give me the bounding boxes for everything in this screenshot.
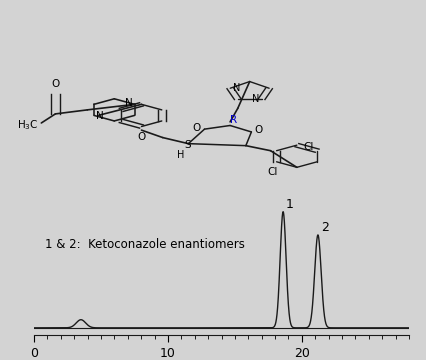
Text: R: R [230, 115, 237, 125]
Text: S: S [184, 140, 191, 150]
Text: N: N [125, 98, 133, 108]
Text: 1: 1 [285, 198, 294, 211]
Text: O: O [138, 132, 146, 142]
Text: 1 & 2:  Ketoconazole enantiomers: 1 & 2: Ketoconazole enantiomers [45, 238, 245, 251]
Text: O: O [193, 122, 201, 132]
Text: N: N [96, 112, 104, 121]
Text: O: O [51, 79, 60, 89]
Text: H: H [177, 150, 184, 160]
Text: 2: 2 [321, 221, 329, 234]
Text: N: N [252, 94, 259, 104]
Text: Cl: Cl [304, 142, 314, 152]
Text: N: N [233, 83, 240, 93]
Text: O: O [254, 125, 263, 135]
Text: Cl: Cl [267, 167, 277, 177]
Text: H$_3$C: H$_3$C [17, 118, 38, 132]
